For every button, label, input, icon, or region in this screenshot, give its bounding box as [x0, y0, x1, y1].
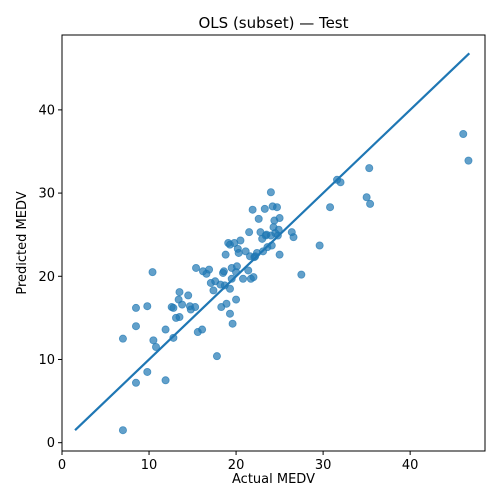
- data-point: [176, 288, 183, 295]
- data-point: [465, 157, 472, 164]
- data-point: [255, 215, 262, 222]
- data-point: [229, 320, 236, 327]
- data-point: [226, 310, 233, 317]
- data-point: [205, 266, 212, 273]
- data-point: [276, 214, 283, 221]
- data-point: [192, 303, 199, 310]
- data-point: [235, 249, 242, 256]
- data-point: [298, 271, 305, 278]
- data-point: [132, 323, 139, 330]
- data-point: [261, 205, 268, 212]
- x-tick-label: 0: [58, 458, 66, 473]
- data-point: [246, 229, 253, 236]
- data-point: [199, 326, 206, 333]
- x-tick-label: 10: [141, 458, 158, 473]
- data-point: [226, 285, 233, 292]
- data-point: [267, 189, 274, 196]
- y-tick-label: 30: [38, 187, 55, 202]
- data-point: [237, 237, 244, 244]
- data-point: [222, 251, 229, 258]
- chart-title: OLS (subset) — Test: [199, 14, 349, 32]
- data-point: [326, 204, 333, 211]
- data-point: [363, 194, 370, 201]
- data-point: [366, 165, 373, 172]
- data-point: [176, 313, 183, 320]
- data-point: [179, 301, 186, 308]
- data-point: [223, 300, 230, 307]
- y-tick-label: 0: [47, 436, 55, 451]
- x-tick-label: 30: [315, 458, 332, 473]
- data-point: [250, 274, 257, 281]
- data-point: [119, 427, 126, 434]
- data-point: [213, 353, 220, 360]
- data-point: [210, 287, 217, 294]
- data-point: [149, 269, 156, 276]
- data-point: [249, 206, 256, 213]
- y-tick-label: 40: [38, 103, 55, 118]
- y-axis-label: Predicted MEDV: [15, 191, 30, 294]
- data-point: [220, 268, 227, 275]
- data-point: [273, 204, 280, 211]
- data-point: [132, 304, 139, 311]
- data-point: [144, 368, 151, 375]
- data-point: [460, 130, 467, 137]
- data-point: [162, 377, 169, 384]
- data-point: [170, 304, 177, 311]
- y-tick-label: 20: [38, 270, 55, 285]
- data-point: [367, 200, 374, 207]
- data-point: [144, 303, 151, 310]
- data-point: [276, 251, 283, 258]
- data-point: [233, 263, 240, 270]
- data-point: [119, 335, 126, 342]
- data-point: [162, 326, 169, 333]
- y-tick-label: 10: [38, 353, 55, 368]
- data-point: [239, 275, 246, 282]
- data-point: [185, 292, 192, 299]
- data-point: [192, 264, 199, 271]
- x-tick-label: 20: [228, 458, 245, 473]
- data-point: [290, 234, 297, 241]
- data-point: [316, 242, 323, 249]
- x-tick-label: 40: [402, 458, 419, 473]
- data-point: [232, 296, 239, 303]
- data-point: [132, 379, 139, 386]
- data-point: [150, 337, 157, 344]
- x-axis-label: Actual MEDV: [232, 472, 315, 487]
